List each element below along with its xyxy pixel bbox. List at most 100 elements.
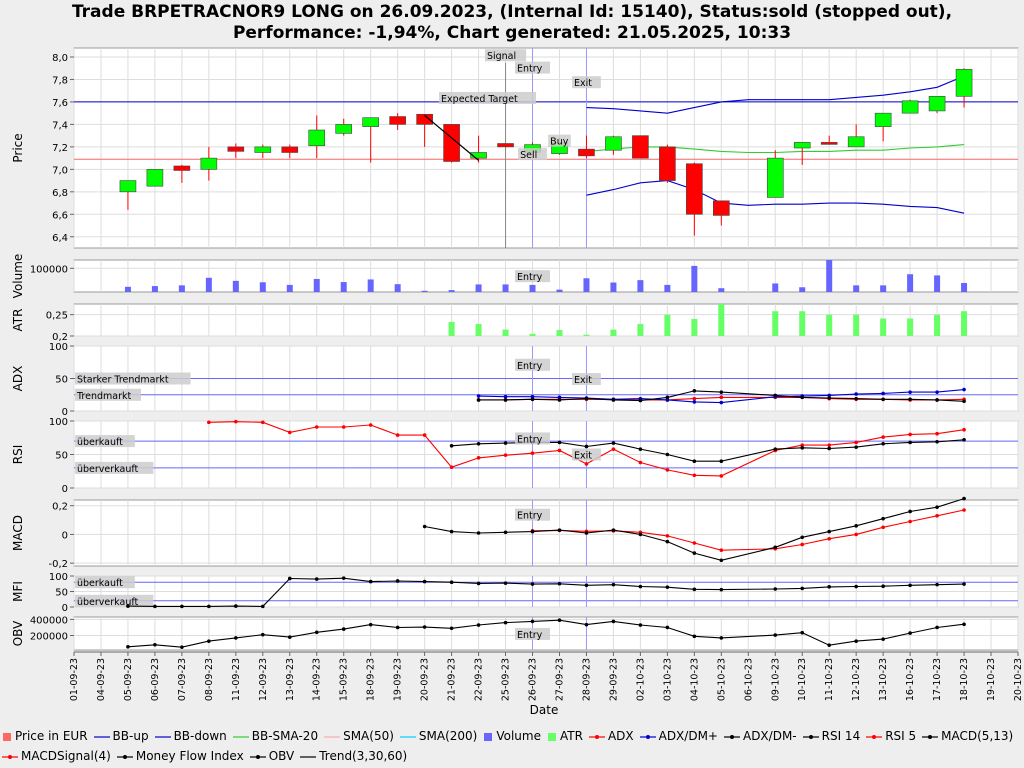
rsi-series-rsi-14-point <box>854 445 858 449</box>
atr-bar <box>664 314 671 336</box>
adx-series-adx-point <box>719 395 724 400</box>
legend-label: MACD(5,13) <box>941 729 1014 743</box>
price-ytick-label: 7,6 <box>52 98 68 109</box>
mfi-series-money-flow-index-point <box>962 582 966 586</box>
x-tick-label: 09-10-23 <box>770 658 781 701</box>
macd-series-macd-5-13--point <box>908 509 912 514</box>
mfi-series-money-flow-index-point <box>881 584 885 589</box>
price-annotation-entry-bg <box>515 61 551 74</box>
adx-ytick-label: 100 <box>49 342 68 353</box>
volume-bar <box>907 274 914 292</box>
atr-ylabel: ATR <box>11 309 25 332</box>
obv-series-obv-point <box>665 625 670 630</box>
adx-level-label-bg <box>75 372 191 385</box>
candle <box>227 146 245 152</box>
adx-series-adx-dm--point <box>881 397 885 402</box>
mfi-level-label-bg <box>75 576 135 589</box>
x-tick-label: 26-09-23 <box>528 658 539 701</box>
adx-ytick-label: 50 <box>55 375 68 386</box>
atr-bar <box>826 314 833 336</box>
rsi-series-rsi-5-point <box>557 448 562 453</box>
adx-series-adx-dm--point <box>935 390 939 394</box>
mfi-series-money-flow-index-point <box>449 580 454 584</box>
atr-bar <box>475 324 482 336</box>
mfi-level-label: überkauft <box>77 578 123 589</box>
candle <box>874 112 892 127</box>
legend-item: BB-SMA-20 <box>232 726 318 746</box>
atr-ytick-label: 0,2 <box>52 332 68 343</box>
obv-series-obv-point <box>261 632 265 637</box>
macd-annotation-entry-bg <box>515 508 551 521</box>
volume-bar <box>664 284 671 292</box>
rsi-annotation-exit-bg <box>572 448 601 461</box>
adx-series-adx-dm--point <box>476 398 481 402</box>
atr-bar <box>583 334 590 336</box>
x-tick-label: 28-09-23 <box>581 658 592 701</box>
macd-series-macd-5-13--point <box>638 532 643 537</box>
mfi-series-money-flow-index-point <box>800 586 805 591</box>
macd-series-macd-5-13--point <box>854 524 858 528</box>
macd-series-macdsignal-4--point <box>881 525 885 530</box>
x-tick-label: 21-09-23 <box>447 658 458 701</box>
rsi-series-rsi-5-point <box>530 451 535 455</box>
rsi-series-rsi-14-point <box>611 441 616 445</box>
obv-series-obv-point <box>126 644 130 649</box>
obv-annotation-entry: Entry <box>517 630 543 641</box>
candle <box>443 124 460 162</box>
adx-series-adx-dm--point <box>908 397 912 402</box>
candle <box>659 146 676 181</box>
macd-series-macdsignal-4--point <box>692 541 697 545</box>
adx-series-adx-dm--point <box>962 387 966 392</box>
price-annotation-expected-target: Expected Target <box>441 94 518 105</box>
rsi-ytick-label: 50 <box>55 451 68 462</box>
obv-series-obv-point <box>153 642 157 647</box>
candle <box>605 136 622 151</box>
obv-ytick-label: 400000 <box>30 615 68 626</box>
atr-bar <box>880 318 887 336</box>
rsi-series-rsi-5-point <box>800 443 805 447</box>
adx-series-adx-dm--point <box>827 396 831 400</box>
obv-series-obv-point <box>773 633 778 637</box>
rsi-series-rsi-5-point <box>692 473 697 478</box>
adx-series-adx-dm--point <box>557 398 562 402</box>
adx-series-adx-dm--point <box>530 397 535 402</box>
adx-annotation-entry-bg <box>515 358 551 371</box>
obv-series-obv-point <box>854 639 858 643</box>
price-panel <box>73 47 1019 249</box>
legend-label: OBV <box>268 749 295 763</box>
rsi-series-rsi-14-point <box>962 437 966 442</box>
macd-series-macdsignal-4--point <box>827 536 831 541</box>
volume-annotation-entry-bg <box>515 270 551 283</box>
adx-series-adx-dm--point <box>503 394 508 399</box>
obv-series-obv-point <box>719 636 724 640</box>
price-ytick-label: 6,8 <box>52 188 68 199</box>
mfi-series-money-flow-index-point <box>665 585 670 589</box>
adx-series-adx-dm--point <box>476 394 481 398</box>
adx-series-adx-dm--point <box>557 395 562 400</box>
candle <box>389 116 406 125</box>
x-tick-label: 17-10-23 <box>932 658 943 701</box>
macd-series-macd-5-13--point <box>719 558 724 563</box>
volume-ytick-label: 100000 <box>30 264 68 275</box>
legend-label: RSI 5 <box>885 729 917 743</box>
obv-series-obv-point <box>692 634 697 639</box>
x-tick-label: 22-09-23 <box>474 658 485 701</box>
atr-bar <box>799 311 806 336</box>
adx-annotation-exit-bg <box>572 373 601 386</box>
adx-series-adx-dm--point <box>773 393 778 398</box>
x-tick-label: 29-09-23 <box>608 658 619 701</box>
x-tick-label: 02-10-23 <box>635 658 646 701</box>
x-tick-label: 12-09-23 <box>258 658 269 701</box>
adx-series-adx-dm--point <box>719 390 724 394</box>
rsi-series-rsi-5-point <box>638 460 643 465</box>
mfi-series-money-flow-index-point <box>368 579 373 584</box>
mfi-series-money-flow-index-point <box>476 581 481 586</box>
price-ytick-label: 7,4 <box>52 120 68 131</box>
legend-item: SMA(50) <box>324 726 394 746</box>
legend-label: RSI 14 <box>821 729 861 743</box>
rsi-series-rsi-14-point <box>881 441 885 446</box>
legend-item: BB-up <box>93 726 149 746</box>
legend-item: SMA(200) <box>399 726 477 746</box>
macd-ylabel: MACD <box>11 515 25 551</box>
legend-item: Volume <box>483 726 541 746</box>
